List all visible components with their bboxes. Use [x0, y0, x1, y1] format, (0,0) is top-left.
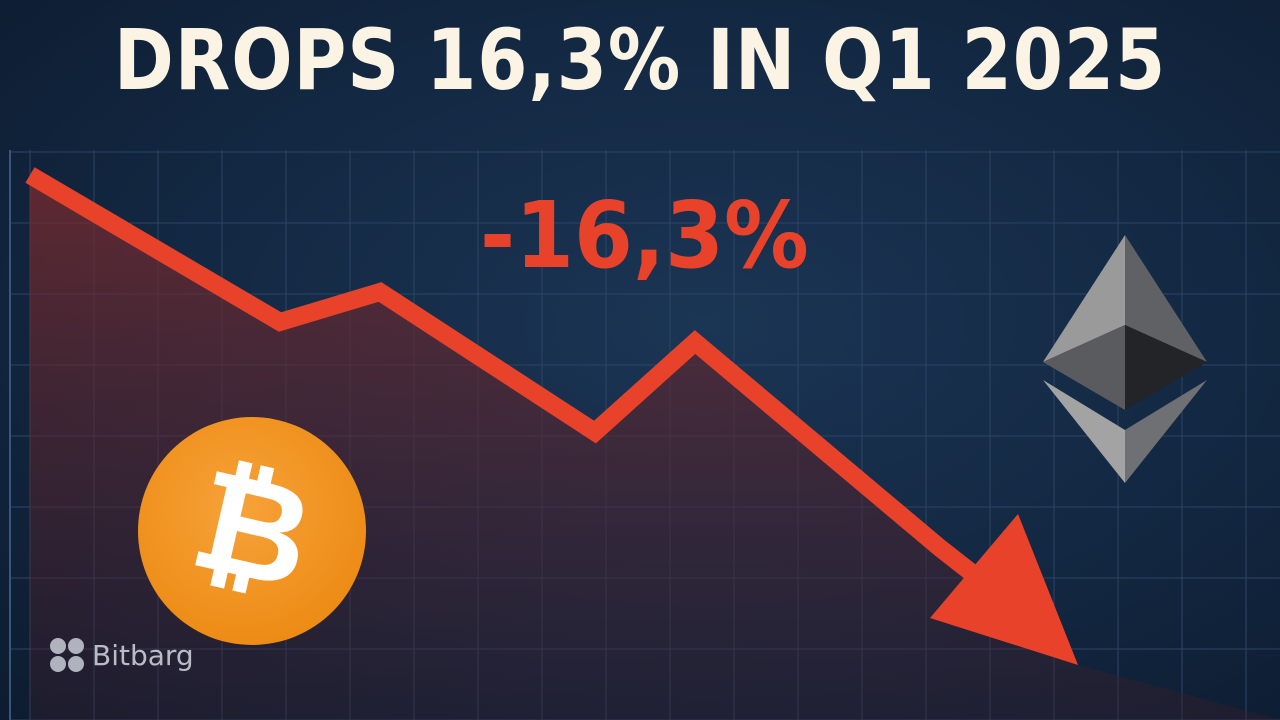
four-dots-logo-icon — [50, 638, 84, 672]
trend-line — [25, 167, 1006, 603]
brand-name: Bitbarg — [92, 638, 194, 672]
bitcoin-logo-icon: ₿ — [138, 417, 366, 645]
trend-arrow-head — [930, 514, 1078, 665]
headline: DROPS 16,3% IN Q1 2025 — [113, 11, 1167, 109]
ethereum-logo-icon — [1043, 235, 1207, 483]
bitbarg-watermark: Bitbarg — [48, 636, 194, 674]
change-percentage: -16,3% — [480, 182, 809, 289]
